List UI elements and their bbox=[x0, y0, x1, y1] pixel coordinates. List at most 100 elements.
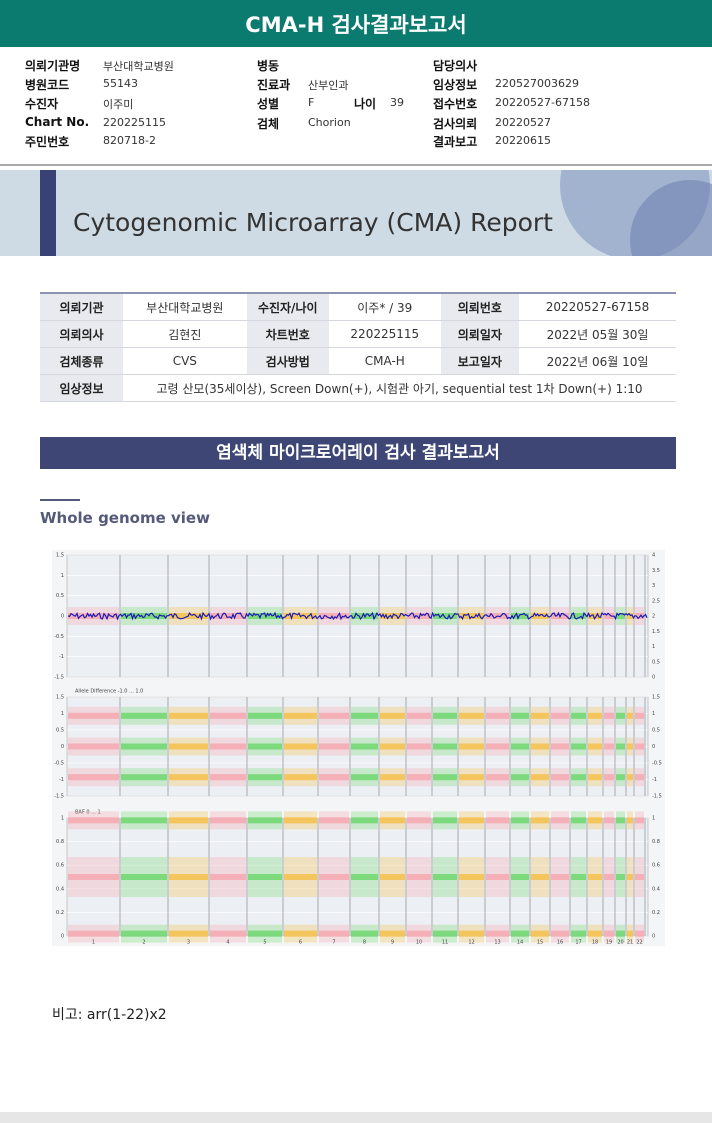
table-cell: 이주* / 39 bbox=[328, 293, 441, 321]
y2-tick-label: 2.5 bbox=[652, 598, 660, 604]
y2-tick-label: 3 bbox=[652, 583, 655, 589]
signal-core bbox=[635, 743, 644, 750]
y2-tick-label: 0 bbox=[652, 934, 655, 940]
signal-core bbox=[604, 874, 614, 880]
signal-core bbox=[459, 874, 484, 880]
info-label: 주민번호 bbox=[25, 135, 70, 149]
info-value: 20220527-67158 bbox=[495, 96, 590, 109]
signal-core bbox=[169, 743, 208, 750]
table-row: 임상정보 고령 산모(35세이상), Screen Down(+), 시험관 아기… bbox=[40, 374, 676, 402]
table-cell: 김현진 bbox=[123, 320, 247, 348]
signal-core bbox=[531, 874, 549, 880]
table-cell: 부산대학교병원 bbox=[123, 293, 247, 321]
y-tick-label: 0.8 bbox=[56, 839, 64, 845]
signal-core bbox=[551, 774, 569, 781]
signal-core bbox=[531, 613, 549, 619]
signal-core bbox=[627, 743, 633, 750]
chromosome-label: 18 bbox=[592, 940, 598, 946]
y2-tick-label: 1 bbox=[652, 644, 655, 650]
y2-tick-label: 1 bbox=[652, 711, 655, 717]
chromosome-label: 1 bbox=[92, 940, 95, 946]
y-tick-label: -1.5 bbox=[54, 675, 64, 681]
y2-tick-label: 2 bbox=[652, 614, 655, 620]
y-tick-label: 0.6 bbox=[56, 863, 64, 869]
signal-core bbox=[169, 774, 208, 781]
signal-core bbox=[319, 613, 349, 619]
signal-core bbox=[169, 817, 208, 824]
signal-core bbox=[531, 817, 549, 824]
signal-core bbox=[248, 774, 282, 781]
signal-core bbox=[571, 613, 586, 619]
y2-tick-label: -1.5 bbox=[652, 794, 662, 800]
signal-core bbox=[380, 774, 405, 781]
table-row: 의뢰기관 부산대학교병원 수진자/나이 이주* / 39 의뢰번호 20220527-67… bbox=[40, 293, 676, 321]
signal-core bbox=[351, 712, 378, 719]
signal-core bbox=[486, 774, 509, 781]
signal-core bbox=[380, 874, 405, 880]
signal-core bbox=[604, 930, 614, 937]
signal-core bbox=[616, 774, 625, 781]
y2-tick-label: 1 bbox=[652, 816, 655, 822]
chromosome-label: 22 bbox=[636, 940, 642, 946]
signal-core bbox=[433, 874, 457, 880]
signal-core bbox=[616, 930, 625, 937]
signal-core bbox=[588, 613, 602, 619]
info-value: 부산대학교병원 bbox=[103, 60, 174, 73]
chromosome-label: 6 bbox=[299, 940, 302, 946]
signal-core bbox=[121, 930, 167, 937]
info-label: 접수번호 bbox=[433, 97, 478, 111]
signal-core bbox=[616, 817, 625, 824]
signal-core bbox=[433, 613, 457, 619]
y-tick-label: 0.4 bbox=[56, 886, 64, 892]
signal-core bbox=[319, 774, 349, 781]
info-value: 55143 bbox=[103, 77, 138, 90]
signal-core bbox=[210, 930, 246, 937]
summary-table: 의뢰기관 부산대학교병원 수진자/나이 이주* / 39 의뢰번호 20220527-67… bbox=[40, 292, 676, 402]
y-tick-label: 1 bbox=[61, 573, 64, 579]
signal-core bbox=[616, 874, 625, 880]
signal-core bbox=[616, 613, 625, 619]
y2-tick-label: 1.5 bbox=[652, 695, 660, 701]
info-value: F bbox=[308, 96, 315, 109]
table-header-cell: 의뢰번호 bbox=[440, 293, 519, 321]
signal-core bbox=[433, 743, 457, 750]
signal-core bbox=[511, 743, 529, 750]
chromosome-label: 16 bbox=[557, 940, 563, 946]
info-label: Chart No. bbox=[25, 115, 90, 129]
signal-core bbox=[551, 874, 569, 880]
section-title: 염색체 마이크로어레이 검사 결과보고서 bbox=[40, 437, 676, 469]
y-tick-label: -0.5 bbox=[54, 761, 64, 767]
chromosome-label: 14 bbox=[517, 940, 523, 946]
chromosome-label: 9 bbox=[391, 940, 394, 946]
signal-core bbox=[210, 774, 246, 781]
chromosome-label: 17 bbox=[575, 940, 581, 946]
signal-core bbox=[635, 930, 644, 937]
signal-core bbox=[459, 743, 484, 750]
signal-core bbox=[604, 613, 614, 619]
signal-core bbox=[551, 743, 569, 750]
info-label: 검사의뢰 bbox=[433, 117, 478, 131]
signal-core bbox=[616, 712, 625, 719]
panel-caption: Allele Difference -1.0 ... 1.0 bbox=[75, 689, 143, 695]
chromosome-label: 19 bbox=[606, 940, 612, 946]
chromosome-label: 2 bbox=[142, 940, 145, 946]
signal-core bbox=[351, 743, 378, 750]
signal-core bbox=[210, 817, 246, 824]
y-tick-label: 1.5 bbox=[56, 695, 64, 701]
signal-core bbox=[380, 712, 405, 719]
chromosome-label: 8 bbox=[363, 940, 366, 946]
signal-core bbox=[604, 712, 614, 719]
signal-core bbox=[571, 743, 586, 750]
signal-core bbox=[380, 743, 405, 750]
signal-core bbox=[588, 774, 602, 781]
signal-core bbox=[511, 930, 529, 937]
chromosome-label: 20 bbox=[617, 940, 623, 946]
signal-core bbox=[351, 930, 378, 937]
table-header-cell: 의뢰기관 bbox=[40, 293, 124, 321]
y2-tick-label: 4 bbox=[652, 553, 655, 559]
table-header-cell: 검사방법 bbox=[246, 347, 329, 375]
y2-tick-label: 0.8 bbox=[652, 839, 660, 845]
y-tick-label: 0.5 bbox=[56, 593, 64, 599]
info-label: 병동 bbox=[257, 59, 280, 73]
